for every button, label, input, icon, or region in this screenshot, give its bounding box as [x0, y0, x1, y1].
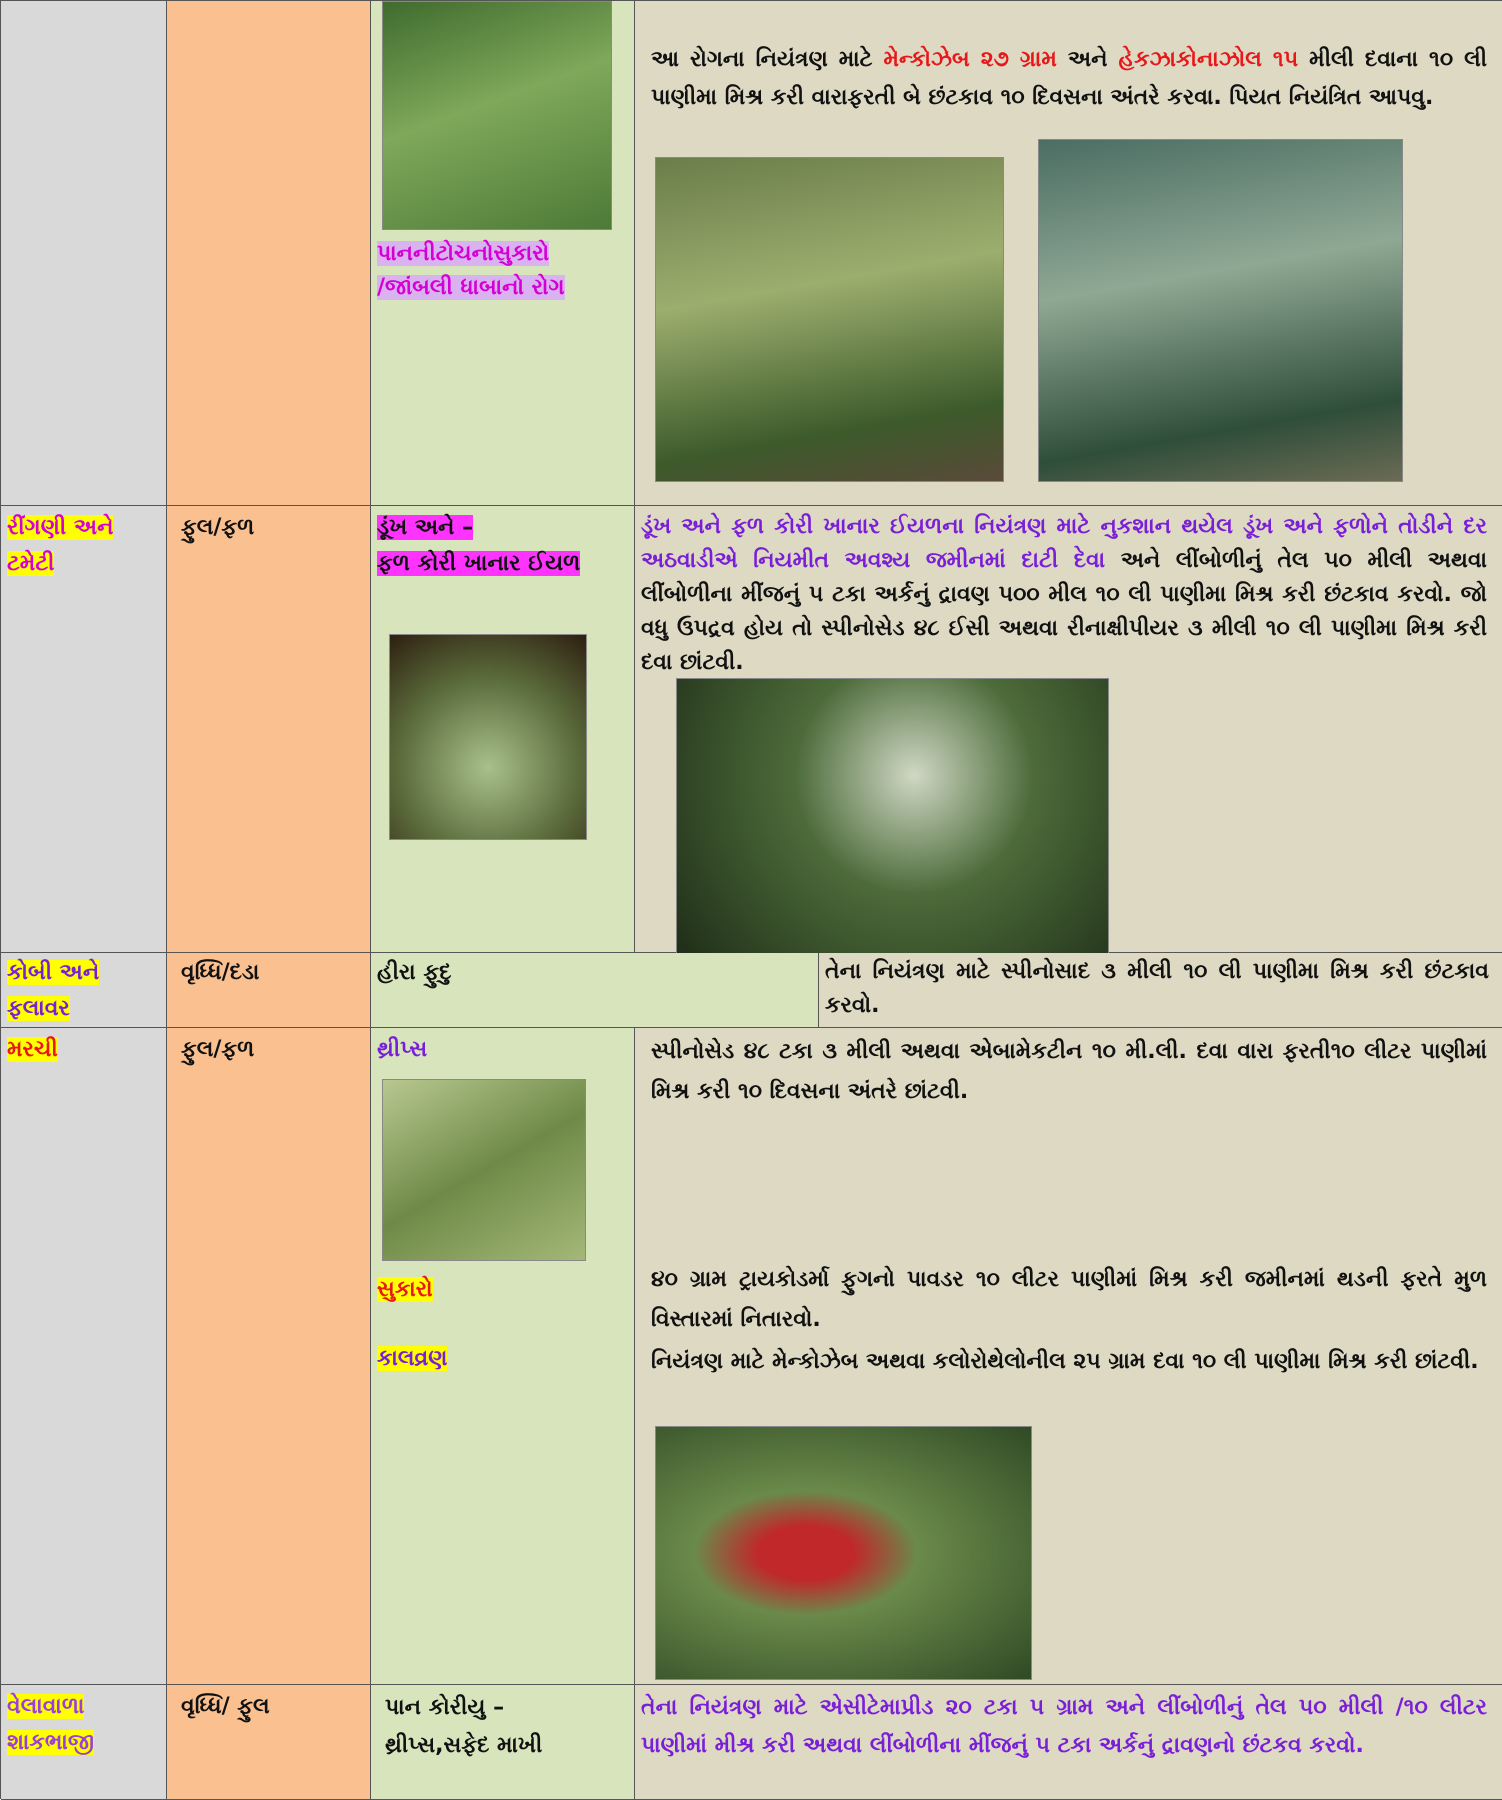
cell: થ્રીપ્સ સુકારો કાલવ્રણ: [371, 1028, 635, 1685]
crop: કોબી અને ફલાવર: [7, 955, 157, 1027]
stage: ફુલ/ફળ: [181, 1037, 255, 1062]
control: ૪૦ ગ્રામ ટ્રાયકોડર્મા ફુગનો પાવડર ૧૦ લીટ…: [651, 1267, 1487, 1332]
pest: સુકારો: [377, 1272, 433, 1308]
photo: [382, 1, 612, 230]
cell: વેલાવાળા શાકભાજી: [1, 1685, 167, 1800]
crop-text: વેલાવાળા શાકભાજી: [7, 1694, 94, 1755]
cell: હીરા ફુદુ: [371, 953, 819, 1028]
stage: વૃધ્ધિ/દડા: [181, 960, 260, 985]
cell: કોબી અને ફલાવર: [1, 953, 167, 1028]
crop: મરચી: [7, 1032, 58, 1068]
pest: કાલવ્રણ: [377, 1341, 448, 1377]
control: તેના નિયંત્રણ માટે એસીટેમાપ્રીડ ૨૦ ટકા ૫…: [641, 1695, 1487, 1758]
pest-line: પાન કોરીયુ –: [385, 1695, 505, 1720]
photo: [676, 678, 1109, 955]
text: મેન્કોઝેબ ૨૭ ગ્રામ: [883, 47, 1057, 72]
stage: વૃધ્ધિ/ ફુલ: [181, 1694, 270, 1719]
text: ડૂંખ અને ફળ કોરી ખાનાર ઈયળના નિયંત્રણ મા…: [641, 514, 1487, 573]
pest-line: ડૂંખ અને –: [377, 515, 474, 540]
pest-line: ફળ કોરી ખાનાર ઈયળ: [377, 551, 581, 576]
pest: પાન કોરીયુ – થ્રીપ્સ,સફેદ માખી: [385, 1689, 542, 1765]
cell: આ રોગના નિયંત્રણ માટે મેન્કોઝેબ ૨૭ ગ્રામ…: [635, 1, 1502, 506]
text: મીલી દવાના ૧૦ લી પાણીમા મિશ્ર કરી વારાફર…: [651, 47, 1487, 110]
photo: [655, 1426, 1032, 1680]
cell: પાન કોરીયુ – થ્રીપ્સ,સફેદ માખી: [371, 1685, 635, 1800]
control: તેના નિયંત્રણ માટે સ્પીનોસાદ ૩ મીલી ૧૦ લ…: [825, 959, 1489, 1018]
photo: [382, 1079, 586, 1261]
pest-line: થ્રીપ્સ,સફેદ માખી: [385, 1733, 543, 1758]
cell: તેના નિયંત્રણ માટે સ્પીનોસાદ ૩ મીલી ૧૦ લ…: [819, 953, 1502, 1028]
cell: વૃધ્ધિ/ ફુલ: [167, 1685, 371, 1800]
pest: થ્રીપ્સ: [377, 1037, 428, 1062]
stage: ફુલ/ફળ: [181, 515, 255, 540]
control: નિયંત્રણ માટે મેન્કોઝેબ અથવા કલોરોથેલોની…: [651, 1349, 1479, 1374]
cell: ફુલ/ફળ: [167, 1028, 371, 1685]
photo: [389, 634, 587, 840]
photo: [1038, 139, 1403, 482]
cell: સ્પીનોસેડ ૪૮ ટકા ૩ મીલી અથવા એબામેકટીન ૧…: [635, 1028, 1502, 1685]
text: હેકઝાકોનાઝોલ ૧૫: [1118, 47, 1299, 72]
cell: વૃધ્ધિ/દડા: [167, 953, 371, 1028]
text: અને લીંબોળીનું તેલ ૫૦ મીલી અથવા લીંબોળીન…: [641, 548, 1487, 675]
pest: પાનનીટોચનોસુકારો /જાંબલી ધાબાનો રોગ: [377, 237, 565, 305]
crop: રીંગણી અને ટમેટી: [7, 510, 157, 582]
control: ડૂંખ અને ફળ કોરી ખાનાર ઈયળના નિયંત્રણ મા…: [641, 510, 1487, 680]
cell: રીંગણી અને ટમેટી: [1, 506, 167, 953]
cell: [167, 1, 371, 506]
crop: વેલાવાળા શાકભાજી: [7, 1689, 166, 1761]
crop-text: મરચી: [7, 1037, 58, 1062]
pest: ડૂંખ અને – ફળ કોરી ખાનાર ઈયળ: [377, 510, 581, 582]
pest-text: સુકારો: [377, 1277, 433, 1302]
cell: પાનનીટોચનોસુકારો /જાંબલી ધાબાનો રોગ: [371, 1, 635, 506]
crop-text: રીંગણી અને ટમેટી: [7, 515, 114, 576]
text: અને: [1056, 47, 1119, 72]
cell: મરચી: [1, 1028, 167, 1685]
pest-line: /જાંબલી ધાબાનો રોગ: [377, 275, 565, 300]
cell: ડૂંખ અને – ફળ કોરી ખાનાર ઈયળ: [371, 506, 635, 953]
cell: [1, 1, 167, 506]
cell: ફુલ/ફળ: [167, 506, 371, 953]
pest-text: કાલવ્રણ: [377, 1346, 448, 1371]
cell: ડૂંખ અને ફળ કોરી ખાનાર ઈયળના નિયંત્રણ મા…: [635, 506, 1502, 955]
control: આ રોગના નિયંત્રણ માટે મેન્કોઝેબ ૨૭ ગ્રામ…: [651, 41, 1487, 117]
text: આ રોગના નિયંત્રણ માટે: [651, 47, 884, 72]
cell: તેના નિયંત્રણ માટે એસીટેમાપ્રીડ ૨૦ ટકા ૫…: [635, 1685, 1502, 1800]
crop-text: કોબી અને ફલાવર: [7, 960, 100, 1021]
photo: [655, 157, 1004, 482]
pest-line: પાનનીટોચનોસુકારો: [377, 241, 550, 266]
pest: હીરા ફુદુ: [377, 960, 452, 985]
control: સ્પીનોસેડ ૪૮ ટકા ૩ મીલી અથવા એબામેકટીન ૧…: [651, 1039, 1487, 1104]
